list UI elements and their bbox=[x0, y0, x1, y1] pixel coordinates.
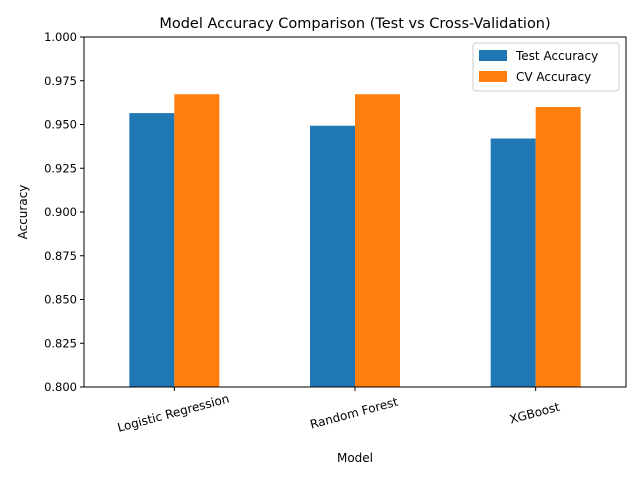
y-tick-label: 0.875 bbox=[44, 249, 77, 263]
y-tick-label: 0.950 bbox=[44, 118, 77, 132]
bar-cv-accuracy-0 bbox=[174, 94, 220, 387]
y-tick-label: 0.825 bbox=[44, 336, 77, 350]
bar-test-accuracy-2 bbox=[490, 138, 536, 387]
chart-title: Model Accuracy Comparison (Test vs Cross… bbox=[159, 16, 550, 32]
legend: Test Accuracy CV Accuracy bbox=[472, 42, 620, 92]
legend-swatch bbox=[479, 71, 507, 82]
y-tick-label: 0.800 bbox=[44, 380, 77, 394]
y-tick-label: 1.000 bbox=[44, 30, 77, 44]
legend-box bbox=[472, 42, 620, 92]
bar-test-accuracy-1 bbox=[310, 125, 355, 387]
y-tick-label: 0.925 bbox=[44, 161, 77, 175]
y-tick-label: 0.975 bbox=[44, 74, 77, 88]
x-axis-label: Model bbox=[337, 451, 373, 465]
bar-cv-accuracy-1 bbox=[355, 94, 400, 387]
legend-swatch bbox=[479, 50, 507, 61]
y-axis-label: Accuracy bbox=[16, 185, 30, 240]
bars-layer bbox=[129, 94, 581, 387]
y-tick-label: 0.900 bbox=[44, 205, 77, 219]
y-tick-label: 0.850 bbox=[44, 293, 77, 307]
legend-label: Test Accuracy bbox=[515, 49, 598, 63]
bar-test-accuracy-0 bbox=[129, 113, 175, 387]
bar-cv-accuracy-2 bbox=[535, 107, 581, 387]
legend-label: CV Accuracy bbox=[516, 70, 591, 84]
